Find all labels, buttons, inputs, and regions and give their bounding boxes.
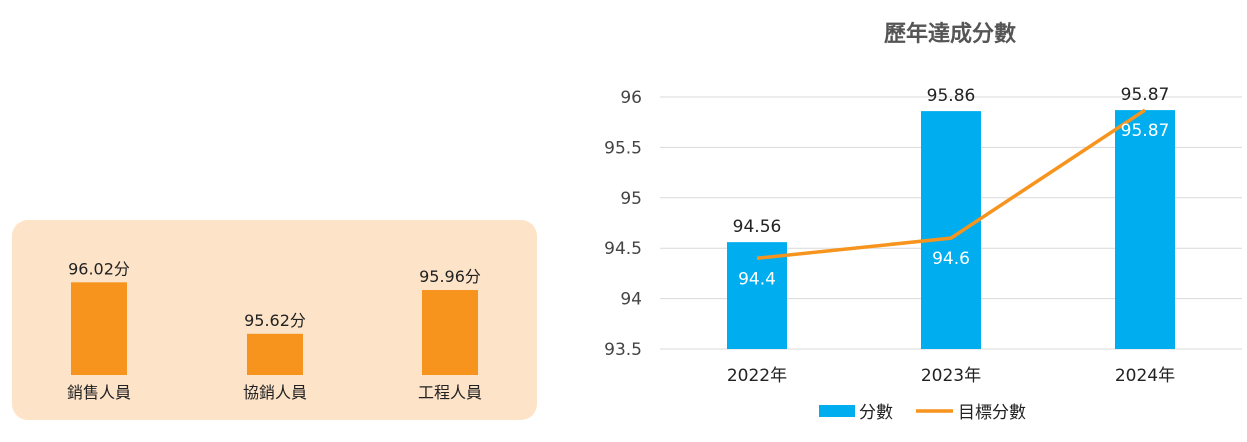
department-score-label: 95.62分 xyxy=(244,311,306,330)
department-category-label: 工程人員 xyxy=(418,383,482,402)
x-category-label: 2022年 xyxy=(727,366,787,386)
chart-title: 歷年達成分數 xyxy=(884,21,1016,47)
score-bar xyxy=(921,111,981,349)
y-tick-label: 95.5 xyxy=(604,138,642,158)
department-score-label: 96.02分 xyxy=(68,259,130,278)
department-score-label: 95.96分 xyxy=(419,267,481,286)
department-score-bar xyxy=(71,282,127,375)
target-score-label: 94.4 xyxy=(738,269,776,289)
target-score-line xyxy=(756,108,1146,261)
score-value-label: 94.56 xyxy=(733,217,782,237)
score-bar xyxy=(727,242,787,349)
department-category-label: 協銷人員 xyxy=(243,383,307,402)
score-bar xyxy=(1115,110,1175,349)
department-score-bar xyxy=(422,290,478,375)
yearly-score-chart: 歷年達成分數 93.5 94 94.5 95 95.5 96 94.56 2022年 95.86 2… xyxy=(604,21,1242,423)
y-tick-label: 94.5 xyxy=(604,239,642,259)
x-category-label: 2024年 xyxy=(1115,366,1175,386)
legend-score-label: 分數 xyxy=(859,403,893,423)
target-score-label: 95.87 xyxy=(1121,121,1170,141)
x-category-label: 2023年 xyxy=(921,366,981,386)
y-tick-label: 94 xyxy=(620,290,642,310)
score-value-label: 95.86 xyxy=(927,86,976,106)
department-score-panel: 96.02分 銷售人員 95.62分 協銷人員 95.96分 工程人員 xyxy=(12,220,537,420)
score-value-label: 95.87 xyxy=(1121,85,1170,105)
yearly-score-chart-container: 歷年達成分數 93.5 94 94.5 95 95.5 96 94.56 2022年 95.86 2… xyxy=(560,0,1247,442)
target-score-label: 94.6 xyxy=(932,249,970,269)
y-tick-label: 93.5 xyxy=(604,340,642,360)
legend-target-label: 目標分數 xyxy=(958,403,1026,423)
department-score-bar xyxy=(247,333,303,375)
y-tick-label: 96 xyxy=(620,88,642,108)
y-tick-label: 95 xyxy=(620,189,642,209)
legend-score-swatch xyxy=(819,405,855,417)
department-category-label: 銷售人員 xyxy=(67,383,131,402)
